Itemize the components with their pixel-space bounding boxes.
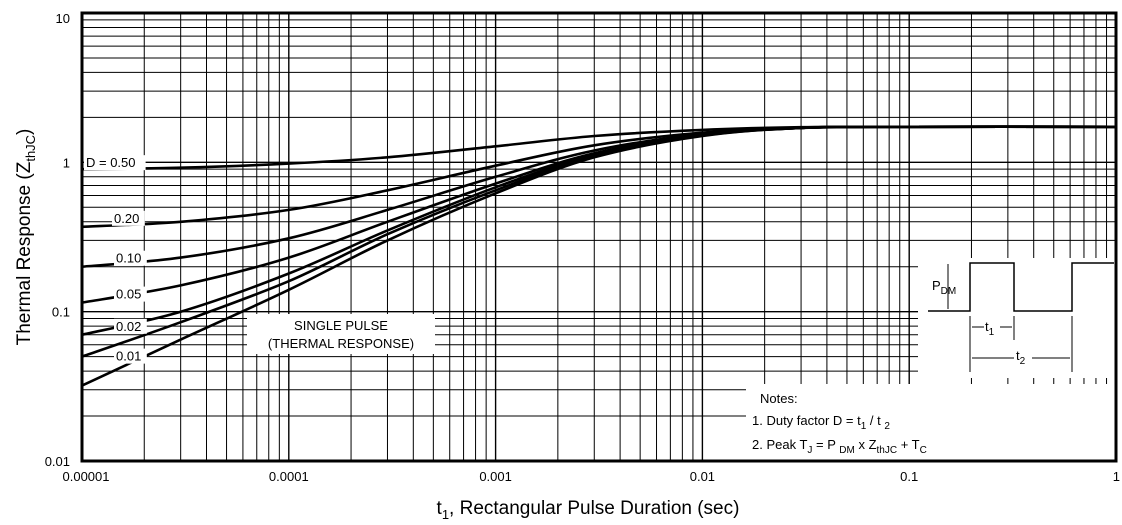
series-label-1: 0.20 — [114, 211, 139, 226]
series-label-bg — [114, 286, 147, 302]
curve-2 — [81, 125, 1117, 268]
plot-frame — [80, 11, 1118, 463]
x-tick-label: 1 — [1113, 469, 1120, 484]
notes-title: Notes: — [760, 391, 798, 406]
y-tick-label: 0.1 — [52, 305, 70, 320]
chart-tick-labels: 0.00001 0.0001 0.001 0.01 0.1 1 0.01 0.1 1 10 — [45, 11, 1120, 484]
y-axis-title: Thermal Response (ZthJC) — [14, 129, 38, 346]
series-label-4: 0.02 — [116, 319, 141, 334]
y-tick-label: 10 — [56, 11, 70, 26]
y-tick-label: 1 — [63, 155, 70, 170]
notes-box: Notes: 1. Duty factor D = t1 / t 2 2. Pe… — [746, 384, 1118, 460]
series-label-5: 0.01 — [116, 349, 141, 364]
x-tick-label: 0.0001 — [269, 469, 309, 484]
t1-label: t1 — [985, 319, 995, 338]
x-tick-label: 0.001 — [479, 469, 512, 484]
single-pulse-text: SINGLE PULSE — [294, 318, 388, 333]
note-peak-tj: 2. Peak TJ = P DM x ZthJC + TC — [752, 437, 927, 456]
pulse-waveform — [928, 262, 1114, 312]
y-tick-label: 0.01 — [45, 454, 70, 469]
series-label-2: 0.10 — [116, 251, 141, 266]
single-pulse-label: SINGLE PULSE (THERMAL RESPONSE) — [247, 314, 435, 354]
pdm-label: PDM — [932, 278, 956, 297]
x-axis-title: t1, Rectangular Pulse Duration (sec) — [437, 498, 740, 522]
x-tick-label: 0.00001 — [63, 469, 110, 484]
t2-label: t2 — [1016, 348, 1026, 367]
series-label-bg — [112, 210, 145, 226]
series-label-0: D = 0.50 — [86, 155, 136, 170]
note-duty-factor: 1. Duty factor D = t1 / t 2 — [752, 413, 890, 432]
series-label-bg — [114, 250, 147, 266]
series-label-bg — [114, 318, 147, 334]
series-label-bg — [114, 348, 147, 364]
thermal-response-text: (THERMAL RESPONSE) — [268, 336, 414, 351]
pulse-waveform-inset: PDM t1 t2 — [918, 258, 1116, 378]
series-label-bg — [84, 155, 146, 171]
x-tick-label: 0.1 — [900, 469, 918, 484]
curve-6 — [81, 125, 1117, 387]
chart-curves: D = 0.50 0.20 0.10 0.05 0.02 0.01 — [81, 125, 1117, 387]
series-label-3: 0.05 — [116, 287, 141, 302]
x-tick-label: 0.01 — [690, 469, 715, 484]
